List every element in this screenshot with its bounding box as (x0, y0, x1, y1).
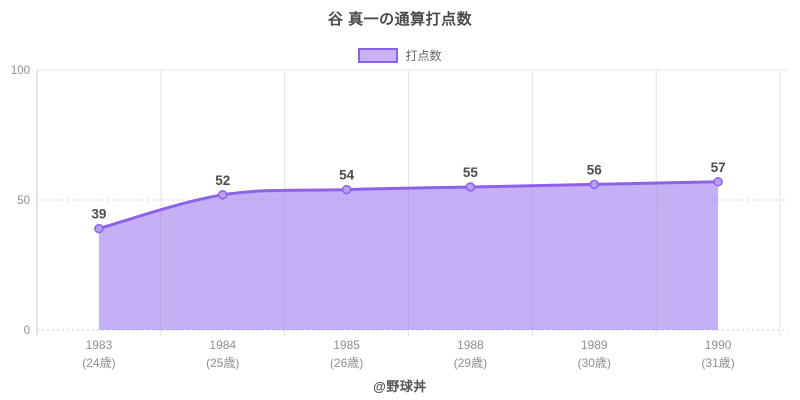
x-tick-age: (25歳) (206, 356, 239, 370)
data-point (341, 184, 352, 195)
data-point (218, 190, 228, 200)
value-label: 57 (711, 160, 726, 175)
data-points (94, 177, 723, 234)
value-label: 52 (215, 173, 230, 188)
legend-label[interactable]: 打点数 (405, 48, 442, 63)
data-point (589, 179, 599, 190)
y-tick-label: 0 (24, 325, 30, 337)
y-tick-label: 50 (17, 195, 30, 207)
x-axis-labels: 1983 (24歳) 1984 (25歳) 1985 (26歳) 1988 (29歳) 1989… (82, 338, 735, 370)
x-tick-age: (30歳) (578, 356, 611, 370)
trend-line (97, 180, 720, 231)
value-labels: 39 52 54 55 56 57 (91, 160, 725, 222)
x-tick-year: 1988 (457, 338, 484, 352)
data-point (713, 177, 723, 187)
x-tick-age: (31歳) (701, 356, 734, 370)
x-tick-age: (24歳) (82, 356, 115, 370)
chart-title: 谷 真一の通算打点数 (327, 11, 473, 28)
data-point (94, 223, 104, 234)
series-line (97, 180, 720, 231)
x-tick-year: 1989 (581, 338, 608, 352)
x-tick-age: (26歳) (330, 356, 363, 370)
credit-watermark: @野球丼 (373, 379, 427, 394)
data-point (465, 182, 476, 192)
value-label: 39 (91, 207, 106, 222)
value-label: 55 (463, 165, 479, 180)
value-label: 56 (587, 162, 603, 177)
y-tick-label: 100 (11, 65, 30, 77)
area-fill (98, 181, 719, 330)
x-tick-year: 1984 (209, 338, 236, 352)
x-tick-year: 1985 (333, 338, 360, 352)
value-label: 54 (339, 168, 355, 183)
x-tick-year: 1990 (705, 338, 732, 352)
x-tick-age: (29歳) (454, 356, 487, 370)
x-tick-year: 1983 (86, 338, 113, 352)
series-area (98, 181, 719, 330)
legend[interactable]: 打点数 (0, 46, 800, 64)
legend-swatch[interactable] (358, 47, 399, 63)
y-axis-labels: 0 50 100 (11, 65, 30, 337)
